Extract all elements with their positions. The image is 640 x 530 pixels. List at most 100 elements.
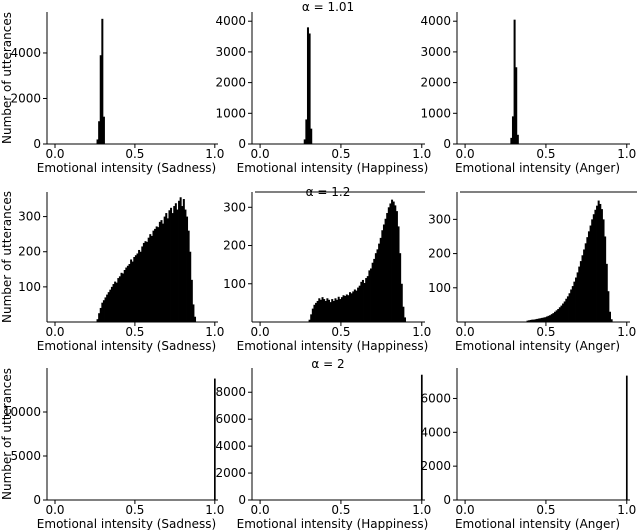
histogram-bar [150, 235, 153, 322]
histogram-bar [102, 116, 105, 144]
histogram-bar [306, 27, 309, 145]
histogram-bar [400, 283, 403, 322]
histogram-bar [96, 139, 99, 144]
histogram-bar [510, 137, 513, 144]
y-tick-label: 2000 [10, 91, 41, 105]
y-tick-label: 300 [428, 212, 451, 226]
histogram-bar [371, 262, 374, 322]
histogram-bar [557, 309, 560, 322]
x-tick-label: 1.0 [617, 325, 636, 339]
histogram-bar [334, 298, 337, 322]
x-tick-label: 0.0 [456, 147, 475, 161]
histogram-bar [339, 299, 342, 322]
histogram-bar [353, 289, 356, 322]
histogram-bar [115, 282, 118, 322]
x-axis-label: Emotional intensity (Sadness) [37, 517, 216, 530]
group-title-alpha-1-01: α = 1.01 [302, 0, 354, 14]
histogram-bar [106, 294, 109, 322]
y-tick-label: 0 [33, 493, 41, 507]
y-tick-label: 0 [238, 137, 246, 151]
histogram-bar [374, 253, 377, 322]
histogram-bar [579, 261, 582, 322]
histogram-bar [114, 281, 117, 322]
histogram-bar [394, 205, 397, 322]
histogram-bar [391, 199, 394, 322]
x-tick-label: 0.5 [331, 325, 350, 339]
histogram-bar [318, 298, 321, 322]
histogram-bar [163, 216, 166, 322]
histogram-bar [549, 315, 552, 322]
x-tick-label: 0.0 [251, 147, 270, 161]
histogram-bar [558, 307, 561, 322]
histogram-bar [552, 313, 555, 322]
histogram-bar [539, 318, 542, 322]
histogram-bar [321, 297, 324, 322]
x-tick-label: 0.5 [125, 147, 144, 161]
histogram-bar [131, 261, 134, 322]
histogram-bar [575, 277, 578, 322]
histogram-bar [160, 220, 163, 322]
histogram-bar [102, 300, 105, 322]
histogram-bar [117, 278, 120, 322]
histogram-bar [363, 283, 366, 322]
histogram-bar [600, 209, 603, 322]
histogram-bar [532, 319, 536, 322]
histogram-bar [384, 218, 387, 322]
histogram-bar [154, 228, 157, 322]
histogram-bar [316, 300, 319, 322]
histogram-bar [349, 292, 352, 322]
histogram-bar [326, 298, 329, 322]
histogram-bar [186, 216, 189, 322]
histogram-bar [350, 293, 353, 322]
histogram-bar [576, 272, 579, 322]
x-tick-label: 1.0 [205, 325, 224, 339]
histogram-bar [171, 213, 174, 322]
y-tick-label: 1000 [420, 106, 451, 120]
x-axis-label: Emotional intensity (Happiness) [237, 161, 429, 175]
histogram-bar [176, 209, 179, 322]
histogram-bar [378, 243, 381, 322]
y-tick-label: 4000 [215, 439, 246, 453]
histogram-bar [327, 299, 331, 322]
histogram-bar [189, 251, 192, 322]
x-axis-label: Emotional intensity (Anger) [455, 339, 620, 353]
histogram-bar [536, 318, 539, 322]
y-tick-label: 4000 [420, 425, 451, 439]
y-tick-label: 8000 [215, 385, 246, 399]
histogram-bar [529, 319, 532, 322]
y-tick-label: 0 [443, 137, 451, 151]
x-axis-label: Emotional intensity (Sadness) [37, 339, 216, 353]
y-tick-label: 2000 [215, 76, 246, 90]
histogram-bar [139, 251, 142, 322]
y-tick-label: 3000 [215, 45, 246, 59]
histogram-bar [155, 226, 158, 322]
histogram-bar [511, 116, 514, 144]
histogram-bar [610, 319, 613, 322]
histogram-panel-1: 0.0 0.5 1.0 0 1000 2000 3000 4000 Emotional inte… [215, 12, 431, 175]
histogram-bar [402, 306, 405, 322]
histogram-bar [329, 302, 332, 322]
histogram-bar [112, 284, 115, 322]
histogram-bar [568, 293, 571, 322]
histogram-bar [310, 314, 313, 322]
x-tick-label: 1.0 [205, 147, 224, 161]
x-tick-label: 0.0 [456, 503, 475, 517]
histogram-bar [123, 270, 126, 322]
histogram-bar [578, 266, 581, 322]
y-tick-label: 0 [443, 493, 451, 507]
histogram-bar [357, 287, 360, 322]
histogram-bar [96, 319, 99, 322]
histogram-bar [541, 317, 544, 322]
histogram-bar [311, 308, 314, 322]
histogram-bar [99, 307, 102, 322]
histogram-bar [107, 292, 110, 322]
histogram-bar [98, 121, 101, 144]
x-tick-label: 0.0 [45, 325, 64, 339]
y-tick-label: 2000 [420, 76, 451, 90]
x-tick-label: 1.0 [617, 147, 636, 161]
histogram-panel-4: 0.0 0.5 1.0 100 200 300 Emotional intensity (H… [223, 192, 431, 353]
histogram-bar [368, 270, 371, 322]
histogram-bar [358, 285, 361, 322]
y-tick-label: 2000 [420, 459, 451, 473]
histogram-bar [98, 313, 101, 322]
